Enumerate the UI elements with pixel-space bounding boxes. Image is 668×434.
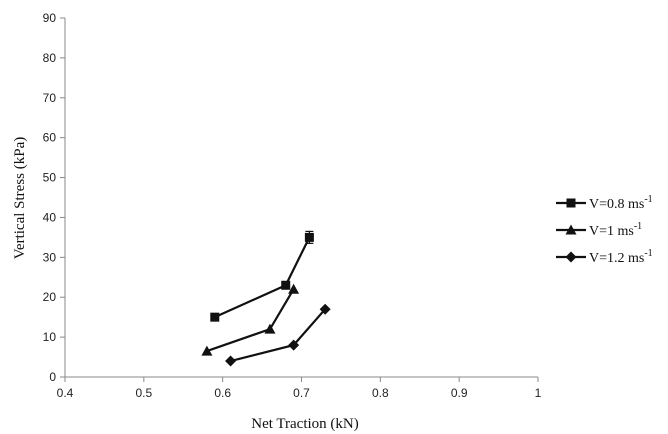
series-line — [214, 236, 311, 319]
y-axis-label: Vertical Stress (kPa) — [12, 137, 28, 259]
legend-item: V=0.8 ms-1 — [556, 194, 653, 212]
legend-label-superscript: -1 — [644, 194, 652, 205]
y-tick-label: 30 — [43, 250, 57, 264]
y-tick-label: 0 — [49, 370, 56, 384]
legend-label: V=0.8 ms-1 — [589, 194, 653, 212]
x-axis-label: Net Traction (kN) — [251, 416, 359, 432]
data-point — [201, 345, 213, 356]
data-point — [288, 283, 300, 294]
legend-item: V=1.2 ms-1 — [556, 248, 653, 266]
data-point — [304, 232, 314, 242]
legend-label: V=1 ms-1 — [589, 221, 642, 239]
x-tick-label: 0.5 — [135, 386, 152, 400]
legend-label-text: V=1.2 ms — [589, 251, 644, 266]
y-tick-label: 60 — [43, 131, 57, 145]
y-tick-label: 50 — [43, 171, 57, 185]
y-tick-label: 80 — [43, 51, 57, 65]
x-tick-label: 1 — [535, 386, 542, 400]
data-point — [319, 303, 331, 315]
series-line — [206, 288, 295, 353]
x-tick-label: 0.8 — [372, 386, 389, 400]
series-layer — [201, 230, 331, 367]
y-tick-label: 70 — [43, 91, 57, 105]
legend-label-text: V=0.8 ms — [589, 197, 644, 212]
data-point — [281, 280, 291, 290]
x-tick-label: 0.9 — [451, 386, 468, 400]
y-tick-label: 40 — [43, 210, 57, 224]
legend-label-superscript: -1 — [644, 248, 652, 259]
x-tick-label: 0.6 — [214, 386, 231, 400]
series-square — [210, 230, 314, 322]
legend-label: V=1.2 ms-1 — [589, 248, 653, 266]
data-point — [225, 355, 237, 367]
y-tick-label: 90 — [43, 11, 57, 25]
legend-item: V=1 ms-1 — [556, 221, 642, 239]
legend: V=0.8 ms-1V=1 ms-1V=1.2 ms-1 — [556, 194, 653, 266]
series-triangle — [201, 283, 300, 356]
data-point — [288, 339, 300, 351]
data-point — [264, 323, 276, 334]
y-tick-label: 20 — [43, 290, 57, 304]
axes — [64, 18, 538, 378]
x-ticks: 0.4 0.5 0.6 0.7 0.8 0.9 1 — [57, 377, 542, 400]
legend-label-text: V=1 ms — [589, 224, 634, 239]
legend-marker — [565, 224, 577, 235]
x-tick-label: 0.4 — [57, 386, 74, 400]
y-tick-label: 10 — [43, 330, 57, 344]
legend-label-superscript: -1 — [634, 221, 642, 232]
y-ticks: 0 10 20 30 40 50 60 70 80 90 — [43, 11, 65, 384]
legend-marker — [565, 251, 577, 263]
legend-marker — [566, 198, 576, 208]
data-point — [210, 312, 220, 322]
x-tick-label: 0.7 — [293, 386, 310, 400]
series-diamond — [225, 303, 331, 367]
